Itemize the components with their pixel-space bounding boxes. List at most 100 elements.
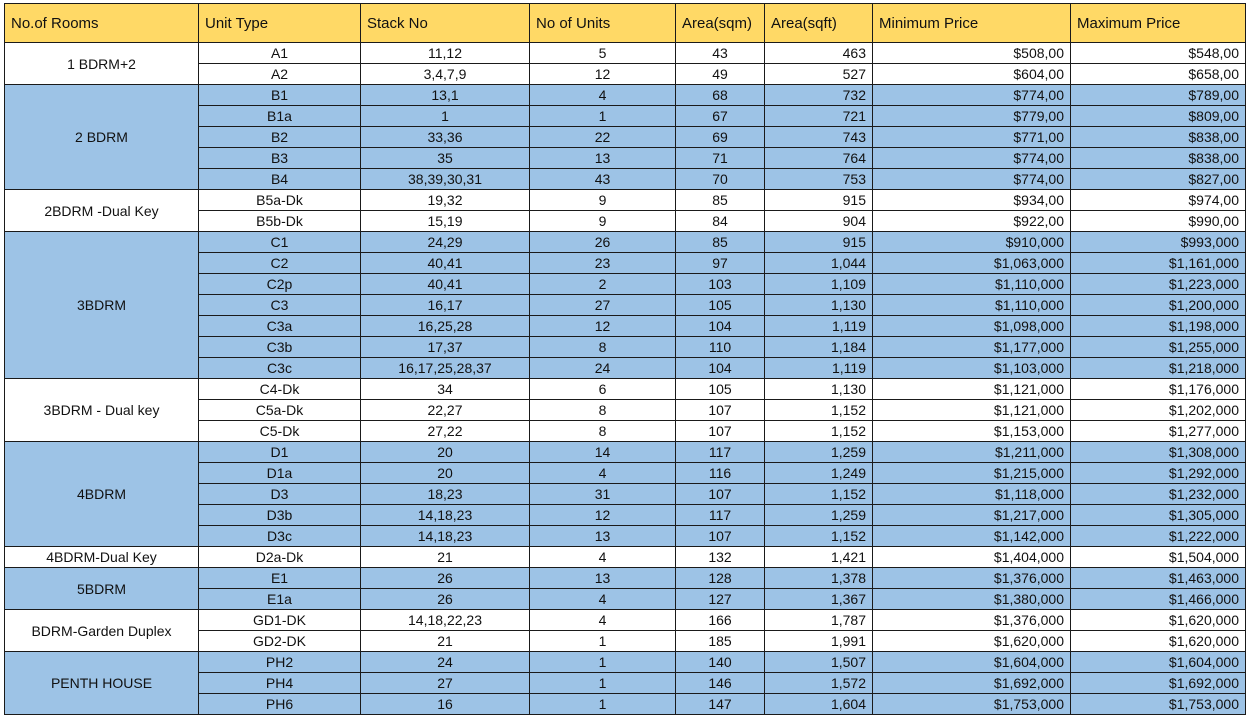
table-row: 2BDRM -Dual Key B5a-Dk 19,32 9 85 915 $934,00 $… <box>4 189 1246 232</box>
minimum-price-cell: $1,177,000 <box>872 336 1071 358</box>
minimum-price-cell: $1,110,000 <box>872 294 1071 316</box>
minimum-price-cell: $1,121,000 <box>872 378 1071 400</box>
unit-type-cell: D2a-Dk <box>198 546 361 568</box>
stack-no-cell: 21 <box>360 630 530 652</box>
area-sqm-cell: 166 <box>675 609 765 631</box>
no-of-units-cell: 9 <box>529 189 676 211</box>
area-sqft-cell: 1,130 <box>764 378 873 400</box>
no-of-units-cell: 1 <box>529 693 676 715</box>
minimum-price-cell: $1,376,000 <box>872 609 1071 631</box>
maximum-price-cell: $1,753,000 <box>1070 693 1246 715</box>
no-of-units-cell: 13 <box>529 567 676 589</box>
no-of-units-cell: 6 <box>529 378 676 400</box>
table-row: 4BDRM D1 20 14 117 1,259 $1,211,000 $1,308,000 <box>4 441 1246 547</box>
no-of-units-cell: 22 <box>529 126 676 148</box>
unit-type-cell: A1 <box>198 42 361 64</box>
unit-type-cell: C2 <box>198 252 361 274</box>
minimum-price-cell: $1,121,000 <box>872 399 1071 421</box>
minimum-price-cell: $1,118,000 <box>872 483 1071 505</box>
header-no-of-rooms: No.of Rooms <box>4 3 199 43</box>
unit-type-cell: B1 <box>198 84 361 106</box>
area-sqft-cell: 1,378 <box>764 567 873 589</box>
unit-type-cell: GD2-DK <box>198 630 361 652</box>
maximum-price-cell: $993,000 <box>1070 231 1246 253</box>
stack-no-cell: 16,17 <box>360 294 530 316</box>
area-sqft-cell: 1,572 <box>764 672 873 694</box>
area-sqft-cell: 1,991 <box>764 630 873 652</box>
stack-no-cell: 20 <box>360 441 530 463</box>
stack-no-cell: 15,19 <box>360 210 530 232</box>
unit-type-cell: B4 <box>198 168 361 190</box>
maximum-price-cell: $1,604,000 <box>1070 651 1246 673</box>
maximum-price-cell: $1,305,000 <box>1070 504 1246 526</box>
no-of-units-cell: 43 <box>529 168 676 190</box>
area-sqft-cell: 1,152 <box>764 420 873 442</box>
header-maximum-price: Maximum Price <box>1070 3 1246 43</box>
minimum-price-cell: $1,063,000 <box>872 252 1071 274</box>
maximum-price-cell: $1,277,000 <box>1070 420 1246 442</box>
unit-type-cell: PH6 <box>198 693 361 715</box>
minimum-price-cell: $1,153,000 <box>872 420 1071 442</box>
stack-no-cell: 27,22 <box>360 420 530 442</box>
stack-no-cell: 24,29 <box>360 231 530 253</box>
table-row: D3b 14,18,23 12 117 1,259 $1,217,000 $1,305,00… <box>5 504 1246 526</box>
maximum-price-cell: $1,200,000 <box>1070 294 1246 316</box>
area-sqft-cell: 463 <box>764 42 873 64</box>
area-sqm-cell: 127 <box>675 588 765 610</box>
stack-no-cell: 21 <box>360 546 530 568</box>
minimum-price-cell: $1,376,000 <box>872 567 1071 589</box>
maximum-price-cell: $1,292,000 <box>1070 462 1246 484</box>
no-of-units-cell: 24 <box>529 357 676 379</box>
no-of-units-cell: 1 <box>529 630 676 652</box>
minimum-price-cell: $1,103,000 <box>872 357 1071 379</box>
area-sqft-cell: 1,421 <box>764 546 873 568</box>
table-row: GD2-DK 21 1 185 1,991 $1,620,000 $1,620,000 <box>5 630 1246 652</box>
unit-type-cell: D1 <box>198 441 361 463</box>
header-minimum-price: Minimum Price <box>872 3 1071 43</box>
no-of-units-cell: 13 <box>529 147 676 169</box>
maximum-price-cell: $1,218,000 <box>1070 357 1246 379</box>
maximum-price-cell: $789,00 <box>1070 84 1246 106</box>
stack-no-cell: 3,4,7,9 <box>360 63 530 85</box>
unit-type-cell: PH2 <box>198 651 361 673</box>
table-row: C5a-Dk 22,27 8 107 1,152 $1,121,000 $1,202,000 <box>5 399 1246 421</box>
no-of-units-cell: 4 <box>529 609 676 631</box>
area-sqft-cell: 915 <box>764 231 873 253</box>
no-of-units-cell: 31 <box>529 483 676 505</box>
area-sqft-cell: 721 <box>764 105 873 127</box>
maximum-price-cell: $1,222,000 <box>1070 525 1246 547</box>
unit-type-cell: B1a <box>198 105 361 127</box>
table-row: PH6 16 1 147 1,604 $1,753,000 $1,753,000 <box>5 693 1246 715</box>
stack-no-cell: 16,25,28 <box>360 315 530 337</box>
stack-no-cell: 18,23 <box>360 483 530 505</box>
minimum-price-cell: $910,000 <box>872 231 1071 253</box>
minimum-price-cell: $774,00 <box>872 168 1071 190</box>
area-sqm-cell: 84 <box>675 210 765 232</box>
room-group-label: 5BDRM <box>4 567 199 610</box>
maximum-price-cell: $838,00 <box>1070 126 1246 148</box>
area-sqm-cell: 132 <box>675 546 765 568</box>
minimum-price-cell: $774,00 <box>872 147 1071 169</box>
table-row: 2 BDRM B1 13,1 4 68 732 $774,00 $789,00 <box>4 84 1246 190</box>
unit-type-cell: E1a <box>198 588 361 610</box>
stack-no-cell: 1 <box>360 105 530 127</box>
no-of-units-cell: 1 <box>529 651 676 673</box>
maximum-price-cell: $658,00 <box>1070 63 1246 85</box>
no-of-units-cell: 8 <box>529 420 676 442</box>
area-sqm-cell: 117 <box>675 441 765 463</box>
unit-type-cell: B5b-Dk <box>198 210 361 232</box>
area-sqft-cell: 1,249 <box>764 462 873 484</box>
stack-no-cell: 19,32 <box>360 189 530 211</box>
area-sqm-cell: 128 <box>675 567 765 589</box>
table-row: A2 3,4,7,9 12 49 527 $604,00 $658,00 <box>5 63 1246 85</box>
unit-type-cell: GD1-DK <box>198 609 361 631</box>
table-row: 3BDRM - Dual key C4-Dk 34 6 105 1,130 $1,121,0… <box>4 378 1246 442</box>
table-row: B3 35 13 71 764 $774,00 $838,00 <box>5 147 1246 169</box>
minimum-price-cell: $1,753,000 <box>872 693 1071 715</box>
unit-type-cell: D3b <box>198 504 361 526</box>
minimum-price-cell: $774,00 <box>872 84 1071 106</box>
table-row: PENTH HOUSE PH2 24 1 140 1,507 $1,604,000 $1,60… <box>4 651 1246 715</box>
maximum-price-cell: $1,223,000 <box>1070 273 1246 295</box>
table-row: B4 38,39,30,31 43 70 753 $774,00 $827,00 <box>5 168 1246 190</box>
area-sqft-cell: 1,787 <box>764 609 873 631</box>
